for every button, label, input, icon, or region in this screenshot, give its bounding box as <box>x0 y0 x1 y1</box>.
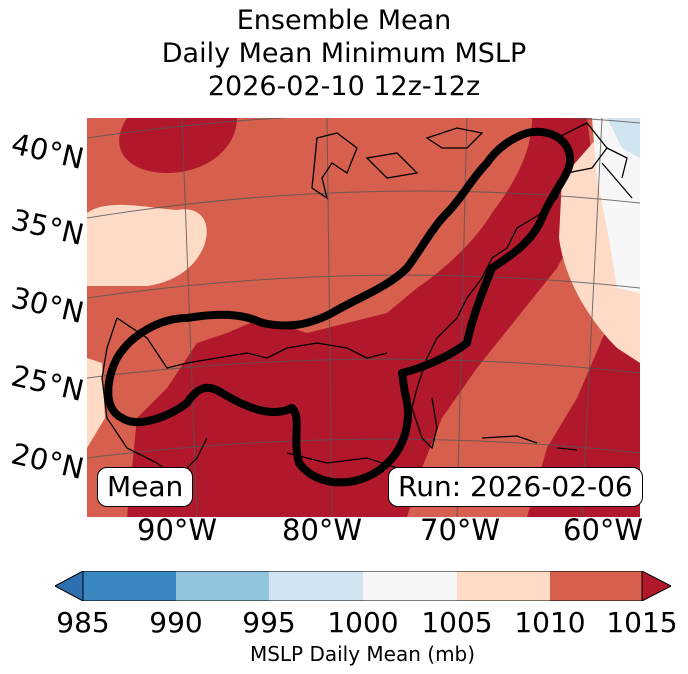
colorbar-tick: 1005 <box>421 606 493 639</box>
colorbar-extend-high <box>641 570 673 602</box>
colorbar-bin-1005-1010 <box>457 571 550 601</box>
lat-label-25: 25°N <box>8 358 88 409</box>
mean-box: Mean <box>97 467 194 507</box>
shade-995-1000 <box>607 118 640 158</box>
colorbar-bin-995-1000 <box>269 571 363 601</box>
shade-1000-1005 <box>592 118 640 293</box>
shade-1015-band <box>119 118 640 517</box>
coastlines <box>101 122 633 479</box>
lon-label-70w: 70°W <box>420 513 501 547</box>
colorbar-tick: 1015 <box>606 606 678 639</box>
colorbar-extend-low <box>53 570 84 602</box>
contour-outline <box>104 127 575 487</box>
colorbar-tick: 1000 <box>327 606 399 639</box>
lat-label-40: 40°N <box>8 126 88 177</box>
colorbar-bin-990-995 <box>176 571 269 601</box>
colorbar-bin-985-990 <box>83 571 176 601</box>
shade-1005-1010-west <box>87 204 207 286</box>
colorbar-label: MSLP Daily Mean (mb) <box>249 642 476 666</box>
title-line-2: Daily Mean Minimum MSLP <box>161 38 527 69</box>
run-date-box: Run: 2026-02-06 <box>388 467 643 507</box>
map-panel <box>87 118 640 517</box>
lat-label-30: 30°N <box>8 280 88 331</box>
title-line-3: 2026-02-10 12z-12z <box>207 71 481 102</box>
lon-label-90w: 90°W <box>137 513 218 547</box>
lon-label-80w: 80°W <box>282 513 363 547</box>
colorbar <box>53 570 673 602</box>
lat-label-35: 35°N <box>8 202 88 253</box>
colorbar-tick: 995 <box>242 606 296 639</box>
lon-label-60w: 60°W <box>563 513 644 547</box>
colorbar-tick: 985 <box>56 606 110 639</box>
title-line-1: Ensemble Mean <box>236 5 452 36</box>
colorbar-bin-1010-1015 <box>550 571 642 601</box>
colorbar-tick: 1010 <box>514 606 586 639</box>
shade-1005-1010-sw <box>87 358 105 448</box>
colorbar-tick: 990 <box>149 606 203 639</box>
lat-label-20: 20°N <box>8 436 88 487</box>
colorbar-bin-1000-1005 <box>363 571 457 601</box>
